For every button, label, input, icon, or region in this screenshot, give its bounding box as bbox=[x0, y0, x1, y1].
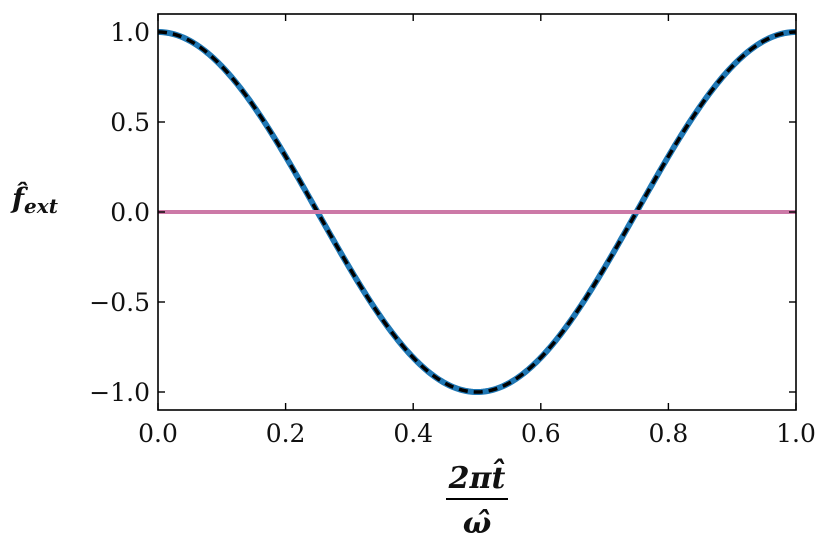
x-axis-ticks: 0.0 0.2 0.4 0.6 0.8 1.0 bbox=[138, 14, 816, 448]
x-axis-label-denominator: ω̂ bbox=[463, 506, 492, 541]
y-tick-label: 1.0 bbox=[110, 18, 150, 47]
x-axis-label-numerator: 2πt̂ bbox=[448, 459, 506, 496]
y-tick-label: −1.0 bbox=[89, 378, 150, 407]
series-line-2 bbox=[157, 30, 797, 394]
y-axis-label: f̂ext bbox=[10, 182, 59, 218]
x-tick-label: 0.4 bbox=[393, 419, 433, 448]
x-tick-label: 0.6 bbox=[521, 419, 561, 448]
y-axis-label-sub: ext bbox=[24, 194, 59, 218]
y-tick-label: 0.5 bbox=[110, 108, 150, 137]
y-tick-label: 0.0 bbox=[110, 198, 150, 227]
plot-area bbox=[157, 29, 797, 396]
x-tick-label: 1.0 bbox=[776, 419, 816, 448]
x-tick-label: 0.2 bbox=[266, 419, 306, 448]
x-tick-label: 0.0 bbox=[138, 419, 178, 448]
x-tick-label: 0.8 bbox=[649, 419, 689, 448]
y-tick-label: −0.5 bbox=[89, 288, 150, 317]
y-axis-ticks: 1.0 0.5 0.0 −0.5 −1.0 bbox=[89, 18, 796, 407]
